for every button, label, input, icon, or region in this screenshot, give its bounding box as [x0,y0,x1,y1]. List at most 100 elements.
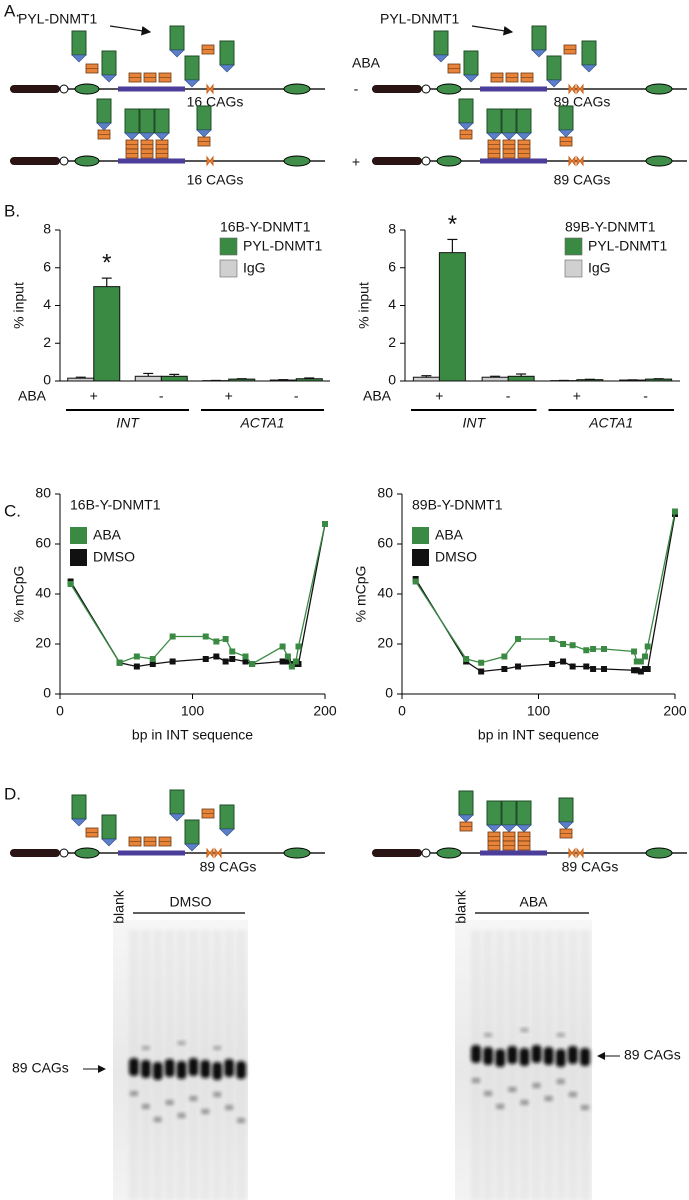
element [645,155,673,167]
marker [242,653,249,660]
bar [481,376,509,382]
legend-label: PYL-DNMT1 [243,238,323,254]
bar [67,377,95,382]
marker [288,663,295,670]
band [519,1048,530,1066]
cag-repeat [576,83,584,95]
marker [322,521,328,527]
y-tick-label: 80 [377,485,393,501]
cag-repeat [576,155,584,167]
x-axis-label: bp in INT sequence [478,727,599,743]
marker [284,653,291,660]
marker [133,653,140,660]
legend-title: 89B-Y-DNMT1 [565,219,656,235]
marker [412,578,419,585]
y-tick-label: 80 [35,485,51,501]
repeat-label: 16 CAGs [187,94,244,110]
legend-swatch [70,527,87,544]
y-axis-label: % input [356,282,372,329]
band [152,1062,163,1080]
vector-rod [372,849,422,857]
marker [478,659,485,666]
y-tick-label: 60 [377,535,393,551]
group-label: ACTA1 [239,415,284,431]
lane [507,930,518,1200]
cag-repeat [206,847,214,859]
protein [101,50,117,76]
marker [515,636,522,642]
marker [463,656,470,662]
element [645,847,673,859]
protein-tip [96,122,112,131]
arrow [471,25,514,36]
error-bar [304,377,315,379]
band-faint [141,1104,150,1109]
band-label: 89 CAGs [624,1047,681,1063]
legend-swatch [564,237,583,256]
vector-rod [10,849,60,857]
marker [633,667,640,674]
treatment: + [352,154,360,170]
protein [71,30,87,56]
band-faint [130,1091,138,1096]
group-label: ACTA1 [588,415,633,431]
treatment: - [354,81,359,97]
marker [501,653,508,660]
band [200,1060,211,1078]
panel-label: D. [4,784,21,803]
legend-swatch [564,259,583,278]
element [74,155,100,167]
origin [59,156,69,166]
protein [96,98,112,124]
cag-repeat [576,847,584,859]
marker [149,656,156,662]
legend-label: ABA [93,527,122,543]
marker [67,581,74,587]
marker [222,636,229,642]
protein-tip [501,132,517,141]
x-tick-label: 200 [663,703,687,719]
marker [583,647,590,654]
vector-rod [10,85,60,93]
y-axis-label: % mCpG [353,566,369,623]
repeat-label: 16 CAGs [187,172,244,188]
binding-array [480,850,547,856]
protein [154,108,170,134]
protein-tip [581,64,597,73]
band-faint [556,1079,565,1084]
protein-tip [463,74,479,83]
lane [471,930,482,1200]
binding-array [480,158,547,164]
bar [160,375,188,382]
y-tick-label: 40 [35,585,51,601]
x-axis-label: bp in INT sequence [132,727,253,743]
marker [501,666,508,672]
x-tick-label: 100 [527,703,551,719]
marker [169,658,176,665]
band-faint [165,1100,174,1105]
lane [567,930,578,1200]
protein-tip [184,79,200,88]
cag-repeat [214,847,222,859]
band-faint [201,1109,210,1114]
band-faint [484,1091,493,1096]
y-tick-label: 4 [388,296,396,312]
marker [637,658,644,665]
legend-swatch [412,527,429,544]
category-axis-label: ABA [363,388,392,404]
protein [516,800,532,826]
band-faint [472,1078,481,1083]
origin [421,84,431,94]
repeat-label: 89 CAGs [562,859,619,875]
repeat-label: 89 CAGs [554,172,611,188]
marker [560,641,567,647]
y-tick-label: 20 [35,635,51,651]
band [212,1062,223,1080]
series-line [70,523,326,668]
legend-swatch [412,549,429,566]
protein [581,40,597,66]
marker [279,643,286,650]
y-tick-label: 0 [43,372,51,388]
protein-tip [486,824,502,833]
